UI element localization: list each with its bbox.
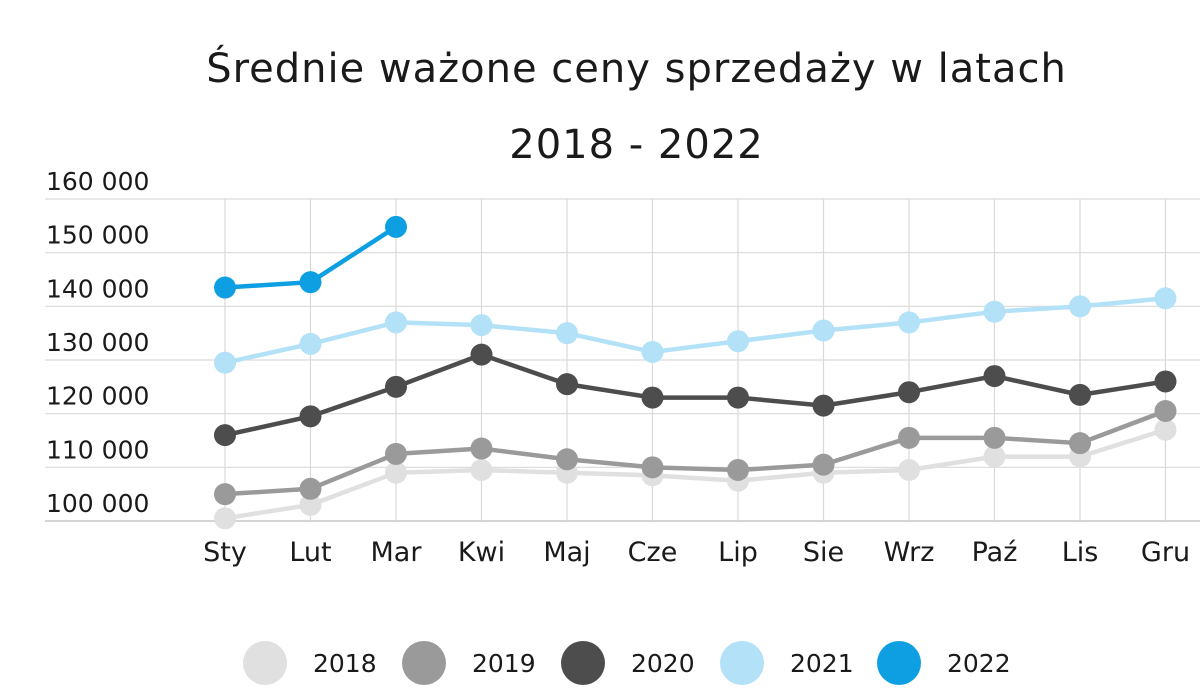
data-point-2022: [299, 271, 322, 294]
data-point-2019: [1154, 399, 1177, 422]
x-tick-label: Kwi: [458, 537, 505, 568]
data-point-2021: [1069, 295, 1091, 318]
x-tick-label: Sie: [803, 537, 844, 568]
data-point-2020: [812, 394, 835, 417]
series-line-2020: [224, 352, 1166, 438]
x-tick-label: Maj: [543, 537, 590, 568]
data-point-2020: [727, 386, 749, 409]
y-tick-label: 110 000: [46, 435, 149, 464]
x-tick-label: Lip: [718, 537, 758, 568]
data-point-2020: [385, 375, 407, 398]
data-point-2019: [385, 442, 407, 465]
chart-title: Średnie ważone ceny sprzedaży w latach: [206, 46, 1067, 92]
legend-label-2019: 2019: [472, 649, 536, 678]
y-tick-label: 160 000: [46, 167, 149, 196]
data-point-2020: [1154, 370, 1177, 393]
data-point-2018: [385, 461, 407, 484]
data-point-2019: [898, 426, 920, 449]
data-point-2019: [214, 483, 236, 506]
legend-swatch-2022: [877, 641, 921, 685]
data-point-2021: [727, 330, 749, 353]
x-tick-label: Paź: [972, 537, 1018, 568]
series-2018: [214, 418, 1177, 530]
data-point-2020: [214, 424, 236, 447]
data-point-2022: [214, 276, 236, 299]
legend-label-2022: 2022: [947, 649, 1011, 678]
data-point-2018: [1154, 418, 1177, 441]
data-point-2021: [812, 319, 835, 342]
y-tick-label: 130 000: [46, 328, 149, 357]
x-tick-label: Lis: [1062, 537, 1099, 568]
data-point-2020: [470, 343, 493, 366]
data-point-2020: [299, 405, 322, 428]
series-2020: [214, 343, 1177, 447]
data-point-2022: [385, 215, 407, 238]
data-point-2020: [556, 373, 578, 396]
data-point-2019: [727, 459, 749, 482]
chart-legend: 2018 2019 2020 2021 2022: [0, 640, 1200, 686]
data-point-2021: [214, 351, 236, 374]
data-point-2018: [299, 493, 322, 516]
data-point-2021: [983, 300, 1006, 323]
legend-label-2020: 2020: [631, 649, 695, 678]
legend-swatch-2020: [561, 641, 605, 685]
data-point-2020: [1069, 383, 1091, 406]
legend-swatch-2018: [243, 641, 287, 685]
series-line-2021: [224, 296, 1166, 365]
data-point-2019: [983, 426, 1006, 449]
data-point-2021: [470, 314, 493, 337]
data-point-2021: [299, 332, 322, 355]
chart-series: [214, 215, 1177, 530]
series-2022: [214, 215, 407, 299]
y-tick-label: 150 000: [46, 221, 149, 250]
data-point-2018: [214, 507, 236, 530]
data-point-2019: [299, 477, 322, 500]
y-tick-label: 100 000: [46, 489, 149, 518]
x-tick-label: Lut: [289, 537, 331, 568]
x-axis-ticks: Sty Lut Mar Kwi Maj Cze Lip Sie Wrz Paź Lis Gru: [203, 537, 1190, 568]
data-point-2019: [1069, 432, 1091, 455]
data-point-2021: [556, 322, 578, 345]
series-line-2019: [224, 408, 1167, 497]
legend-swatch-2021: [720, 641, 764, 685]
data-point-2019: [556, 448, 578, 471]
series-2021: [214, 287, 1177, 374]
x-tick-label: Sty: [203, 537, 247, 568]
data-point-2019: [470, 437, 493, 460]
legend-swatch-2019: [402, 641, 446, 685]
data-point-2019: [812, 453, 835, 476]
data-point-2018: [983, 445, 1006, 468]
data-point-2020: [641, 386, 664, 409]
data-point-2019: [641, 456, 664, 479]
x-tick-label: Gru: [1141, 537, 1190, 568]
line-chart: 100 000 110 000 120 000 130 000 140 000 150 0…: [45, 167, 1200, 568]
x-tick-label: Cze: [628, 537, 678, 568]
x-tick-label: Wrz: [884, 537, 935, 568]
series-2019: [214, 399, 1177, 506]
series-line-2018: [224, 427, 1167, 521]
legend-label-2021: 2021: [790, 649, 854, 678]
data-point-2020: [983, 365, 1006, 388]
y-tick-label: 140 000: [46, 274, 149, 303]
y-axis-ticks: 100 000 110 000 120 000 130 000 140 000 150 0…: [46, 167, 149, 518]
x-tick-label: Mar: [371, 537, 423, 568]
data-point-2021: [641, 340, 664, 363]
data-point-2020: [898, 381, 920, 404]
legend-label-2018: 2018: [313, 649, 377, 678]
data-point-2021: [898, 311, 920, 334]
data-point-2018: [898, 459, 920, 482]
data-point-2018: [470, 459, 493, 482]
data-point-2021: [1154, 287, 1177, 310]
data-point-2021: [385, 311, 407, 334]
y-tick-label: 120 000: [46, 382, 149, 411]
chart-subtitle: 2018 - 2022: [509, 122, 764, 168]
